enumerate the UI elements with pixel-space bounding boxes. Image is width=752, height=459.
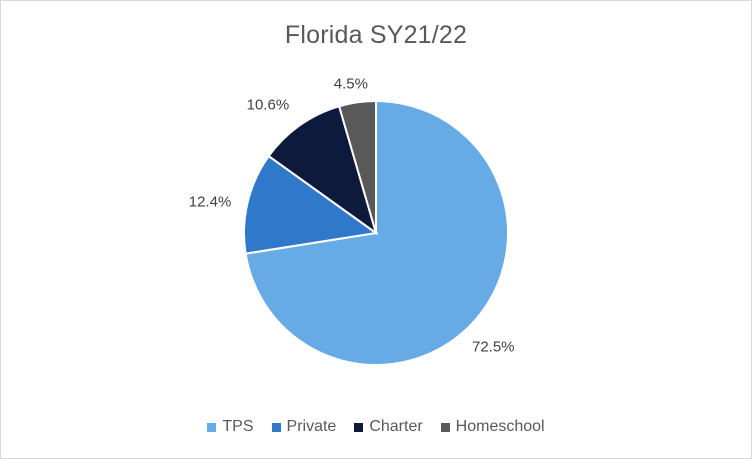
legend-item-tps: TPS <box>207 418 254 436</box>
chart-title: Florida SY21/22 <box>284 21 468 49</box>
data-label-private: 12.4% <box>189 193 232 210</box>
pie-slice-charter <box>267 105 378 236</box>
legend-swatch <box>440 422 450 432</box>
pie-slice-homeschool <box>337 99 377 234</box>
data-label-tps: 72.5% <box>472 338 515 355</box>
data-label-charter: 10.6% <box>247 97 290 114</box>
pie-slice-private <box>243 154 379 255</box>
legend-item-charter: Charter <box>354 418 423 436</box>
pie-data-labels: 72.5% 12.4% 10.6% 4.5% <box>189 75 515 355</box>
data-label-homeschool: 4.5% <box>334 75 368 92</box>
legend-item-private: Private <box>271 418 337 436</box>
legend-swatch <box>354 422 364 432</box>
legend-swatch <box>271 422 281 432</box>
pie-slices <box>243 99 509 366</box>
legend-label: TPS <box>222 418 254 435</box>
legend-label: Private <box>286 418 337 435</box>
legend-label: Homeschool <box>455 418 545 435</box>
chart-legend: TPS Private Charter Homeschool <box>1 418 751 436</box>
legend-label: Charter <box>369 418 423 435</box>
legend-item-homeschool: Homeschool <box>440 418 545 436</box>
legend-swatch <box>207 422 217 432</box>
